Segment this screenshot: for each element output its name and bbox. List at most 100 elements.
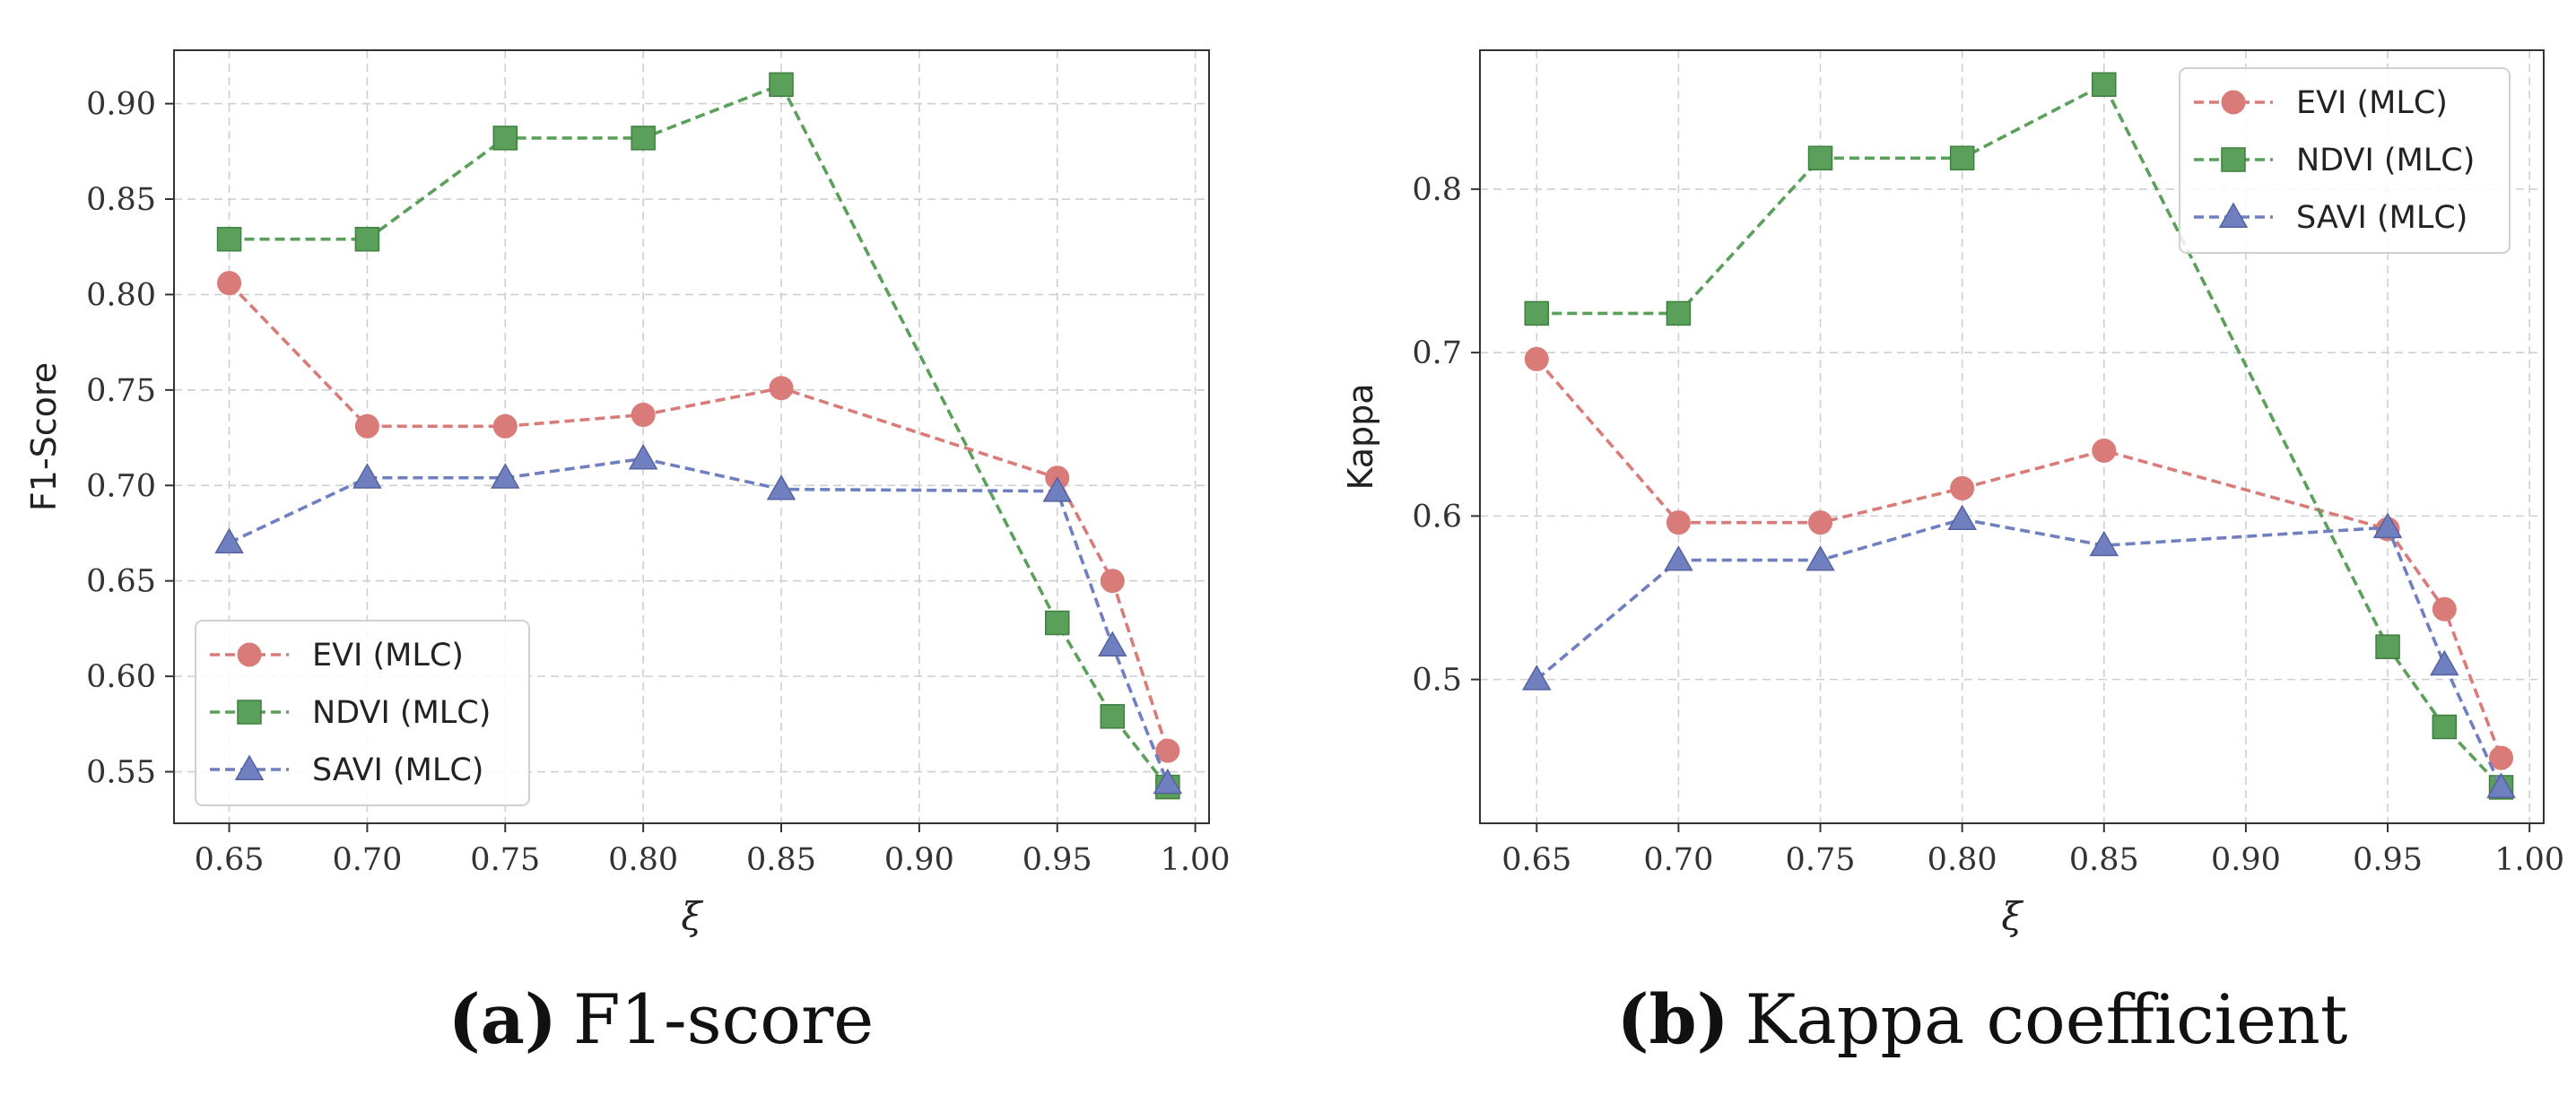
data-point	[1153, 768, 1183, 795]
data-point	[769, 72, 794, 98]
data-point	[766, 474, 796, 500]
x-tick-label: 0.70	[332, 842, 402, 878]
x-tick-label: 0.75	[470, 842, 540, 878]
series-line	[1536, 82, 2502, 789]
data-point	[1522, 665, 1552, 691]
data-point	[1808, 510, 1833, 535]
data-point	[1100, 704, 1126, 729]
series-line	[229, 83, 1170, 788]
legend-entry: EVI (MLC)	[2296, 85, 2448, 121]
legend-entry: SAVI (MLC)	[312, 752, 483, 788]
data-point	[2089, 530, 2119, 557]
legend: EVI (MLC) NDVI (MLC) SAVI (MLC)	[195, 620, 530, 806]
y-tick-label: 0.55	[86, 755, 156, 791]
data-point	[1098, 630, 1127, 657]
x-tick-label: 1.00	[2494, 842, 2564, 878]
data-point	[1664, 545, 1693, 571]
x-tick-label: 0.70	[1643, 842, 1713, 878]
data-point	[492, 126, 518, 151]
y-tick-label: 0.90	[86, 87, 156, 123]
data-point	[2430, 649, 2459, 676]
legend-entry: NDVI (MLC)	[312, 695, 491, 731]
y-tick-label: 0.5	[1412, 663, 1462, 699]
y-tick-label: 0.6	[1412, 499, 1462, 535]
data-point	[1042, 476, 1072, 502]
y-tick-label: 0.7	[1412, 335, 1462, 371]
legend-marker	[2221, 90, 2246, 115]
data-point	[1806, 545, 1835, 571]
legend: EVI (MLC) NDVI (MLC) SAVI (MLC)	[2179, 67, 2511, 254]
series-line	[228, 456, 1170, 784]
y-tick-label: 0.8	[1412, 172, 1462, 208]
series-line	[1536, 517, 2503, 788]
data-point	[2432, 714, 2458, 740]
data-point	[354, 413, 379, 439]
legend-box	[195, 620, 530, 806]
y-tick-label: 0.65	[86, 564, 156, 600]
legend-box	[2179, 67, 2511, 254]
y-axis-label: F1-Score	[24, 362, 64, 511]
series-line	[228, 282, 1170, 752]
data-point	[354, 226, 380, 252]
data-point	[628, 444, 658, 470]
data-point	[631, 403, 656, 428]
data-point	[2489, 745, 2514, 770]
data-point	[1666, 300, 1692, 326]
y-tick-label: 0.60	[86, 659, 156, 695]
legend-marker	[2218, 202, 2249, 228]
data-point	[216, 226, 242, 252]
series-square	[216, 72, 1180, 800]
data-point	[2092, 72, 2117, 98]
series-triangle	[214, 444, 1183, 795]
data-point	[2092, 438, 2117, 463]
data-point	[1947, 504, 1977, 530]
plot-frame	[1479, 49, 2545, 824]
series-triangle	[1522, 504, 2516, 798]
data-point	[1666, 510, 1691, 535]
y-tick-label: 0.75	[86, 373, 156, 409]
x-tick-label: 0.65	[195, 842, 265, 878]
data-point	[2432, 596, 2457, 622]
x-tick-label: 0.95	[2353, 842, 2423, 878]
caption-letter: (b)	[1617, 979, 1729, 1059]
legend-marker	[234, 754, 265, 780]
legend-marker	[2221, 147, 2246, 172]
data-point	[769, 376, 794, 401]
x-tick-label: 0.80	[608, 842, 678, 878]
legend-entry: SAVI (MLC)	[2296, 200, 2467, 236]
data-point	[631, 126, 656, 151]
y-tick-label: 0.85	[86, 182, 156, 218]
x-axis-label: ξ	[2001, 894, 2023, 938]
legend-entry: NDVI (MLC)	[2296, 143, 2475, 178]
data-point	[1100, 569, 1125, 594]
y-tick-label: 0.80	[86, 277, 156, 313]
legend-marker	[237, 642, 262, 667]
x-tick-label: 0.95	[1023, 842, 1092, 878]
panel-a: 0.65 0.70 0.75 0.80 0.85 0.90 0.95 1.00 0.55 0.60…	[24, 49, 1231, 1059]
x-tick-label: 0.85	[2069, 842, 2139, 878]
y-tick-label: 0.70	[86, 468, 156, 504]
data-point	[1807, 145, 1833, 171]
x-axis-label: ξ	[681, 894, 703, 938]
data-point	[1155, 738, 1180, 763]
data-point	[491, 463, 520, 489]
x-tick-label: 0.90	[2211, 842, 2281, 878]
x-tick-label: 0.85	[746, 842, 816, 878]
data-point	[1044, 610, 1070, 636]
caption-text: F1-score	[573, 979, 874, 1059]
data-point	[214, 527, 244, 554]
legend-entry: EVI (MLC)	[312, 638, 464, 674]
data-point	[492, 413, 518, 439]
caption-text: Kappa coefficient	[1745, 979, 2348, 1059]
x-tick-label: 0.75	[1786, 842, 1856, 878]
series-square	[1524, 72, 2514, 800]
caption-letter: (a)	[448, 979, 557, 1059]
series-circle	[217, 271, 1180, 763]
panel-caption: (a) F1-score	[448, 979, 875, 1059]
data-point	[1524, 346, 1549, 371]
x-tick-label: 0.80	[1928, 842, 1997, 878]
data-point	[2375, 634, 2400, 659]
data-point	[2486, 772, 2516, 798]
x-tick-label: 1.00	[1161, 842, 1231, 878]
series-line	[1535, 358, 2503, 759]
